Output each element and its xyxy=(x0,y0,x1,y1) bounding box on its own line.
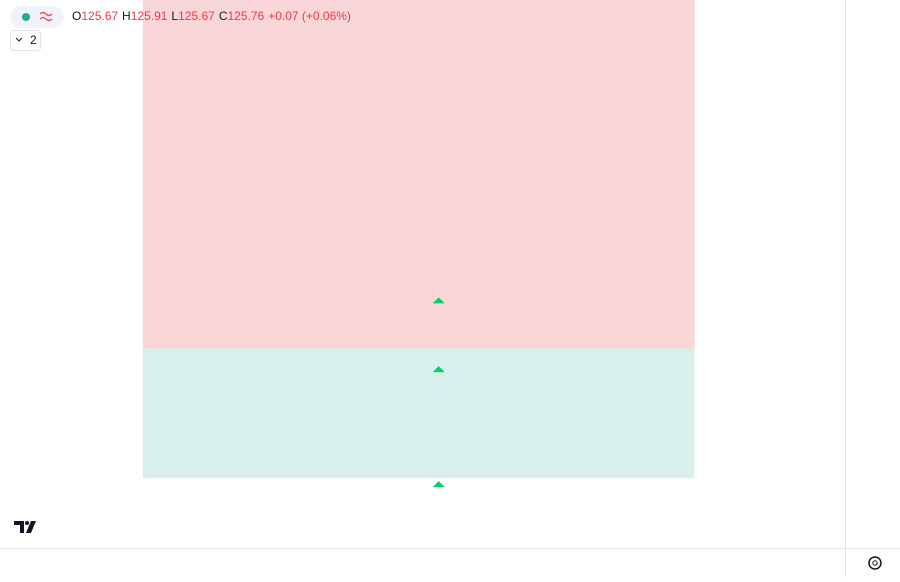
level-label-arrow xyxy=(432,481,445,488)
level-label-arrow xyxy=(432,366,445,373)
interval: 2 xyxy=(30,33,37,47)
logo-dot xyxy=(25,521,29,525)
interval-box[interactable] xyxy=(10,30,41,51)
ohlc-value: 125.76 xyxy=(227,9,264,23)
status-pill[interactable] xyxy=(10,6,64,28)
stop-zone xyxy=(142,0,695,349)
logo-mark xyxy=(14,521,36,533)
ohlc-key: L xyxy=(171,9,178,23)
settings-icon[interactable] xyxy=(868,556,882,570)
ohlc-change: +0.07 (+0.06%) xyxy=(268,9,351,23)
wave-icon xyxy=(39,11,53,22)
chevron xyxy=(15,37,23,42)
ohlc-key: H xyxy=(122,9,131,23)
ohlc-value: 125.91 xyxy=(131,9,168,23)
logo-bg xyxy=(9,512,41,544)
target-zone xyxy=(142,348,695,479)
ohlc-key: O xyxy=(72,9,81,23)
status-dot xyxy=(22,13,30,21)
gear-ring xyxy=(868,556,882,570)
logo[interactable] xyxy=(9,512,41,544)
ohlc-value: 125.67 xyxy=(81,9,118,23)
level-label-arrow xyxy=(432,297,445,304)
ohlc-value: 125.67 xyxy=(178,9,215,23)
ohlc-key: C xyxy=(219,9,228,23)
gear-center xyxy=(872,560,878,566)
